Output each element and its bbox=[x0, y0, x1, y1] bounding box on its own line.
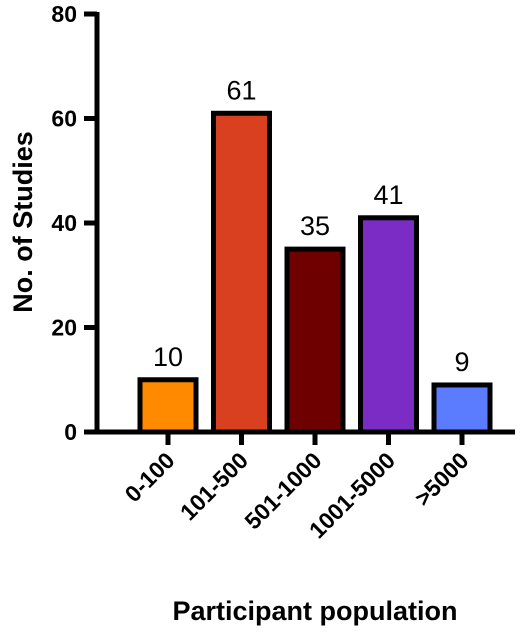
bar-5 bbox=[431, 382, 493, 435]
x-category-label: 0-100 bbox=[120, 447, 180, 507]
y-tick-label: 0 bbox=[64, 419, 77, 445]
bar-2 bbox=[211, 110, 272, 435]
bar-value-label: 10 bbox=[153, 342, 183, 372]
data-labels-group: 10 61 35 41 9 bbox=[153, 75, 470, 377]
y-ticks-group: 0 20 40 60 80 bbox=[51, 1, 97, 445]
y-tick-label: 60 bbox=[51, 106, 77, 132]
bar-value-label: 41 bbox=[373, 180, 403, 210]
x-axis-title: Participant population bbox=[172, 596, 457, 626]
y-axis-title: No. of Studies bbox=[8, 131, 38, 313]
bar-4 bbox=[358, 215, 419, 435]
bar-1 bbox=[137, 377, 199, 435]
y-tick-label: 40 bbox=[51, 210, 77, 236]
bar-value-label: 61 bbox=[226, 75, 256, 105]
y-tick-label: 20 bbox=[51, 315, 77, 341]
bars-group bbox=[137, 110, 493, 435]
bar-3 bbox=[284, 246, 346, 435]
y-tick-label: 80 bbox=[51, 1, 77, 27]
bar-value-label: 9 bbox=[454, 347, 469, 377]
x-category-label: >5000 bbox=[409, 447, 473, 511]
bar-value-label: 35 bbox=[300, 211, 330, 241]
